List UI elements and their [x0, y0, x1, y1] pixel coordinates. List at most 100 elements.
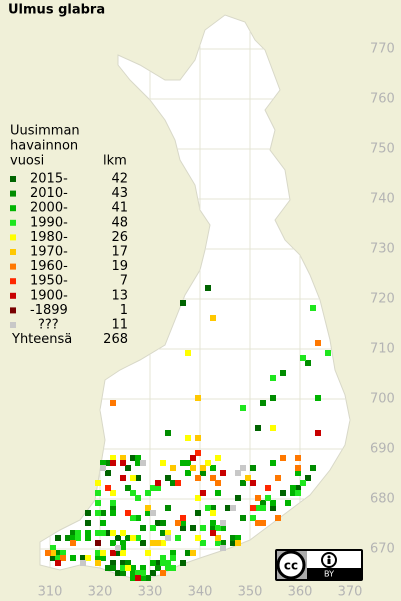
legend-swatch — [10, 278, 16, 285]
legend-total-label: Yhteensä — [11, 332, 72, 347]
observation — [120, 460, 126, 466]
observation — [260, 400, 266, 406]
observation — [180, 560, 186, 566]
observation — [230, 535, 236, 541]
observation — [165, 505, 171, 511]
observation — [110, 500, 116, 506]
observation — [315, 395, 321, 401]
observation — [235, 535, 241, 541]
observation — [220, 545, 226, 551]
observation — [65, 535, 71, 541]
legend-swatch — [10, 249, 16, 255]
observation — [100, 530, 106, 536]
observation — [195, 395, 201, 401]
observation — [235, 540, 241, 546]
observation — [240, 405, 246, 411]
observation — [55, 535, 61, 541]
observation — [80, 555, 86, 561]
observation — [170, 480, 176, 486]
observation — [260, 520, 266, 526]
observation — [105, 565, 111, 571]
observation — [290, 490, 296, 496]
observation — [100, 460, 106, 466]
observation — [115, 545, 121, 551]
observation — [105, 530, 111, 536]
observation — [155, 560, 161, 566]
observation — [295, 490, 301, 496]
x-tick-label: 350 — [238, 585, 263, 600]
legend-count: 17 — [111, 245, 128, 260]
observation — [270, 375, 276, 381]
observation — [210, 510, 216, 516]
observation — [160, 520, 166, 526]
observation — [120, 565, 126, 571]
observation — [215, 480, 221, 486]
observation — [95, 500, 101, 506]
observation — [125, 560, 131, 566]
y-tick-label: 720 — [370, 292, 395, 307]
observation — [165, 475, 171, 481]
observation — [155, 520, 161, 526]
legend-total: 268 — [103, 332, 128, 347]
observation — [175, 480, 181, 486]
y-tick-label: 740 — [370, 192, 395, 207]
observation — [265, 485, 271, 491]
observation — [240, 480, 246, 486]
observation — [215, 540, 221, 546]
by-head — [327, 555, 331, 559]
observation — [230, 505, 236, 511]
legend-swatch — [10, 234, 16, 241]
observation — [240, 515, 246, 521]
observation — [125, 510, 131, 516]
observation — [195, 450, 201, 456]
observation — [215, 490, 221, 496]
observation — [85, 520, 91, 526]
observation — [180, 300, 186, 306]
cc-icon — [276, 550, 306, 580]
observation — [85, 535, 91, 541]
x-tick-label: 320 — [88, 585, 113, 600]
observations — [45, 285, 331, 581]
legend-count: 13 — [111, 288, 128, 303]
observation — [150, 560, 156, 566]
observation — [260, 500, 266, 506]
observation — [50, 550, 56, 556]
observation — [110, 565, 116, 571]
by-bottom — [307, 568, 361, 579]
observation — [210, 315, 216, 321]
observation — [140, 525, 146, 531]
legend-label: 1950- — [30, 274, 68, 289]
observation — [200, 525, 206, 531]
observation — [110, 400, 116, 406]
observation — [110, 490, 116, 496]
observation — [100, 465, 106, 471]
observation — [270, 505, 276, 511]
observation — [170, 465, 176, 471]
observation — [300, 480, 306, 486]
x-tick-label: 360 — [288, 585, 313, 600]
observation — [135, 570, 141, 576]
observation — [280, 370, 286, 376]
observation — [110, 530, 116, 536]
legend-label: 1960- — [30, 259, 68, 274]
observation — [80, 560, 86, 566]
observation — [305, 360, 311, 366]
legend-label: ??? — [38, 318, 59, 333]
observation — [275, 515, 281, 521]
observation — [130, 455, 136, 461]
observation — [95, 530, 101, 536]
observation — [315, 430, 321, 436]
observation — [125, 465, 131, 471]
observation — [130, 475, 136, 481]
observation — [100, 520, 106, 526]
observation — [185, 435, 191, 441]
observation — [240, 465, 246, 471]
observation — [155, 565, 161, 571]
legend-swatch — [10, 219, 16, 226]
observation — [270, 425, 276, 431]
observation — [165, 530, 171, 536]
observation — [130, 575, 136, 581]
legend-swatch — [10, 205, 16, 212]
legend-swatch — [10, 307, 16, 314]
